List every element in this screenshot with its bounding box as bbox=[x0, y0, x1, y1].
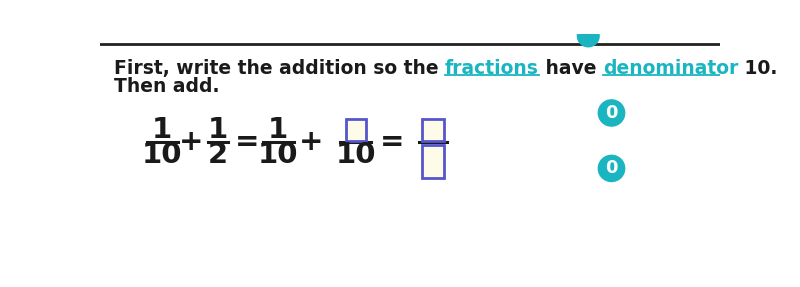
Text: 10: 10 bbox=[335, 141, 376, 169]
Text: 1: 1 bbox=[268, 116, 288, 144]
Text: =: = bbox=[380, 128, 405, 156]
Text: denominator: denominator bbox=[603, 59, 738, 78]
Circle shape bbox=[578, 25, 599, 47]
Text: +: + bbox=[178, 128, 203, 156]
Bar bbox=[422, 145, 444, 179]
Circle shape bbox=[598, 100, 625, 126]
Text: +: + bbox=[298, 128, 323, 156]
Text: =: = bbox=[235, 128, 259, 156]
Text: 2: 2 bbox=[208, 141, 228, 169]
Text: 1: 1 bbox=[208, 116, 228, 144]
Text: 10: 10 bbox=[258, 141, 298, 169]
Text: Then add.: Then add. bbox=[114, 77, 219, 96]
Text: 0: 0 bbox=[606, 159, 618, 177]
Bar bbox=[422, 119, 444, 141]
Circle shape bbox=[598, 155, 625, 181]
Bar bbox=[346, 119, 366, 141]
Text: 10.: 10. bbox=[738, 59, 778, 78]
Text: fractions: fractions bbox=[445, 59, 539, 78]
Text: 1: 1 bbox=[152, 116, 172, 144]
Text: have: have bbox=[539, 59, 603, 78]
Text: First, write the addition so the: First, write the addition so the bbox=[114, 59, 445, 78]
Text: 0: 0 bbox=[606, 104, 618, 122]
Text: 10: 10 bbox=[142, 141, 182, 169]
